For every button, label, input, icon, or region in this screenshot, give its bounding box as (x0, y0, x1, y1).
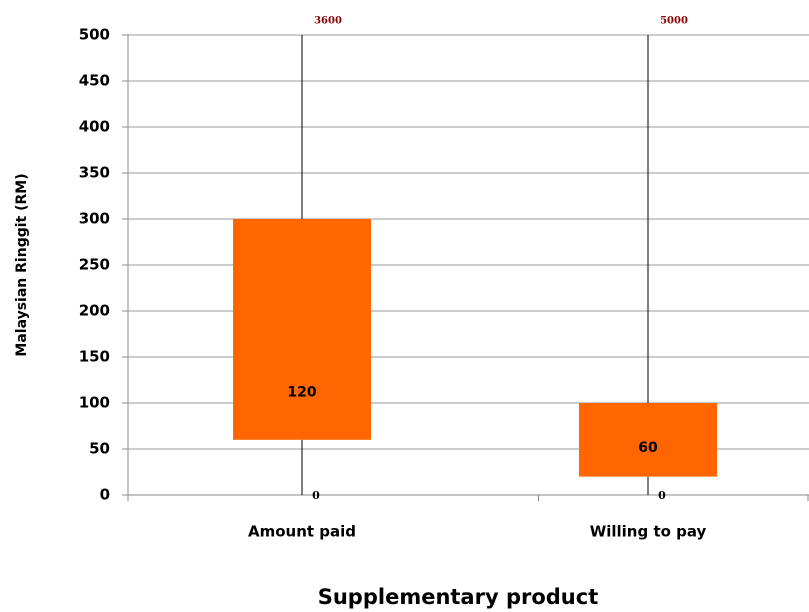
max-label: 3600 (314, 16, 342, 27)
y-tick-label: 350 (79, 164, 110, 182)
median-label: 60 (638, 440, 658, 456)
max-label: 5000 (660, 16, 688, 27)
median-label: 120 (287, 385, 316, 401)
y-tick-label: 250 (79, 256, 110, 274)
y-tick-label: 300 (79, 210, 110, 228)
y-tick-label: 100 (79, 394, 110, 412)
box (579, 403, 717, 477)
y-tick-label: 200 (79, 302, 110, 320)
y-tick-label: 400 (79, 118, 110, 136)
plot-area (233, 35, 717, 495)
min-label: 0 (658, 489, 666, 502)
y-tick-label: 0 (100, 486, 110, 504)
x-axis-title: Supplementary product (318, 585, 599, 609)
x-tick-label: Amount paid (248, 523, 356, 541)
y-tick-label: 50 (89, 440, 110, 458)
y-tick-label: 450 (79, 72, 110, 90)
y-axis-title: Malaysian Ringgit (RM) (14, 173, 30, 356)
y-tick-label: 500 (79, 26, 110, 44)
x-tick-label: Willing to pay (590, 523, 707, 541)
box (233, 219, 371, 440)
min-label: 0 (312, 489, 320, 502)
y-tick-label: 150 (79, 348, 110, 366)
